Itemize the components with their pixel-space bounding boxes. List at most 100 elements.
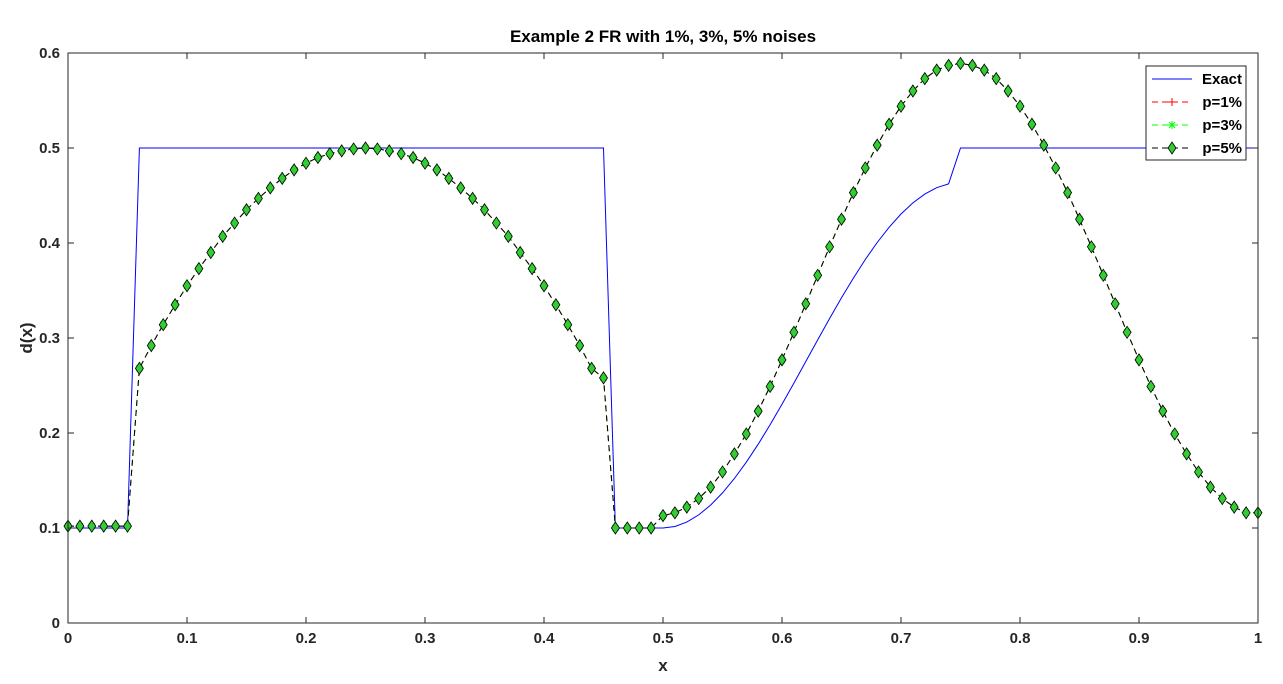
markers-star xyxy=(64,59,1262,532)
data-point-p5 xyxy=(277,171,287,186)
legend-label: Exact xyxy=(1202,71,1242,88)
data-point-p5 xyxy=(384,144,394,158)
data-point-p5 xyxy=(872,138,882,152)
data-point-p5 xyxy=(515,245,525,260)
data-point-p5 xyxy=(622,521,632,535)
data-point-p5 xyxy=(420,156,430,170)
data-point-p5 xyxy=(718,465,727,479)
data-point-p5 xyxy=(967,58,977,73)
data-point-p5 xyxy=(1003,84,1013,98)
data-point-p5 xyxy=(1167,141,1177,155)
data-point-p5 xyxy=(146,338,156,353)
data-point-p5 xyxy=(646,521,656,535)
legend-box xyxy=(1145,65,1247,161)
data-point-p5 xyxy=(908,84,918,98)
data-point-p5 xyxy=(1075,212,1084,226)
data-point-p5 xyxy=(1217,491,1227,506)
series-p5-line xyxy=(68,62,1258,529)
series-layer xyxy=(63,56,1263,535)
data-point-p5 xyxy=(670,506,680,520)
data-point-p5 xyxy=(230,216,240,230)
data-point-p5 xyxy=(741,427,751,441)
x-tick-label: 0.7 xyxy=(891,630,912,647)
data-point-p5 xyxy=(1146,379,1156,394)
data-point-p5 xyxy=(848,185,858,200)
data-point-p5 xyxy=(1182,447,1192,461)
data-point-p5 xyxy=(729,447,739,461)
data-point-p5 xyxy=(991,71,1001,86)
data-point-p5 xyxy=(242,203,251,217)
data-point-p5 xyxy=(218,229,228,244)
markers-diamond xyxy=(63,56,1263,535)
data-point-p5 xyxy=(432,163,442,177)
data-point-p5 xyxy=(1086,240,1096,254)
y-tick-label: 0 xyxy=(52,615,60,632)
data-point-p5 xyxy=(837,212,846,226)
x-tick-label: 0.9 xyxy=(1129,630,1150,647)
data-point-p5 xyxy=(694,491,704,506)
data-point-p5 xyxy=(75,519,85,533)
y-tick-label: 0.6 xyxy=(39,45,60,62)
data-point-p5 xyxy=(1241,506,1251,520)
legend-entries: Exact p=1% p=3% p=5% xyxy=(1152,71,1242,157)
data-point-p5 xyxy=(1134,353,1144,367)
data-point-p5 xyxy=(944,58,954,73)
data-point-p3 xyxy=(1168,121,1176,129)
data-point-p5 xyxy=(170,298,180,312)
data-point-p5 xyxy=(1063,185,1073,200)
data-point-p5 xyxy=(599,371,608,385)
data-point-p5 xyxy=(265,181,275,195)
data-point-p5 xyxy=(563,317,573,332)
data-point-p5 xyxy=(527,261,537,276)
x-tick-label: 0.1 xyxy=(177,630,198,647)
data-point-p5 xyxy=(777,353,787,367)
y-tick-label: 0.1 xyxy=(39,520,60,537)
data-point-p5 xyxy=(789,325,799,340)
legend: Exact p=1% p=3% p=5% xyxy=(1145,65,1247,161)
data-point-p5 xyxy=(182,279,192,293)
data-point-p5 xyxy=(1039,138,1049,152)
data-point-p5 xyxy=(194,261,204,276)
data-point-p5 xyxy=(253,191,263,206)
legend-label: p=1% xyxy=(1202,94,1242,111)
data-point-p5 xyxy=(503,229,513,244)
data-point-p5 xyxy=(706,480,716,494)
data-point-p5 xyxy=(444,171,454,186)
x-axis-label: x xyxy=(658,656,668,675)
data-point-p5 xyxy=(825,240,835,254)
data-point-p5 xyxy=(408,150,418,165)
data-point-p5 xyxy=(610,521,620,535)
y-tick-label: 0.5 xyxy=(39,140,60,157)
data-point-p5 xyxy=(1110,297,1120,311)
data-point-p1 xyxy=(1168,98,1176,106)
chart-title: Example 2 FR with 1%, 3%, 5% noises xyxy=(510,27,816,46)
y-axis-label: d(x) xyxy=(17,322,36,353)
data-point-p5 xyxy=(682,500,692,514)
data-point-p5 xyxy=(123,519,132,533)
data-point-p5 xyxy=(1158,404,1168,418)
data-point-p5 xyxy=(325,146,335,161)
data-point-p5 xyxy=(920,71,930,86)
data-point-p5 xyxy=(1194,465,1203,479)
data-point-p5 xyxy=(1027,117,1037,131)
data-point-p5 xyxy=(206,245,216,260)
x-tick-label: 0.4 xyxy=(534,630,556,647)
data-point-p5 xyxy=(765,379,775,394)
data-point-p5 xyxy=(289,163,299,177)
data-point-p5 xyxy=(979,63,989,77)
data-point-p5 xyxy=(1229,500,1239,514)
data-point-p5 xyxy=(539,279,549,293)
y-tick-label: 0.3 xyxy=(39,330,60,347)
data-point-p5 xyxy=(658,508,668,523)
x-tick-label: 0.6 xyxy=(772,630,793,647)
data-point-p5 xyxy=(301,156,311,170)
series-p3-line xyxy=(68,62,1258,529)
data-point-p5 xyxy=(87,519,97,533)
axes-box xyxy=(67,52,1259,624)
data-point-p5 xyxy=(456,181,466,195)
data-point-p5 xyxy=(1205,480,1215,494)
data-point-p5 xyxy=(813,268,823,283)
data-point-p5 xyxy=(1051,161,1061,175)
